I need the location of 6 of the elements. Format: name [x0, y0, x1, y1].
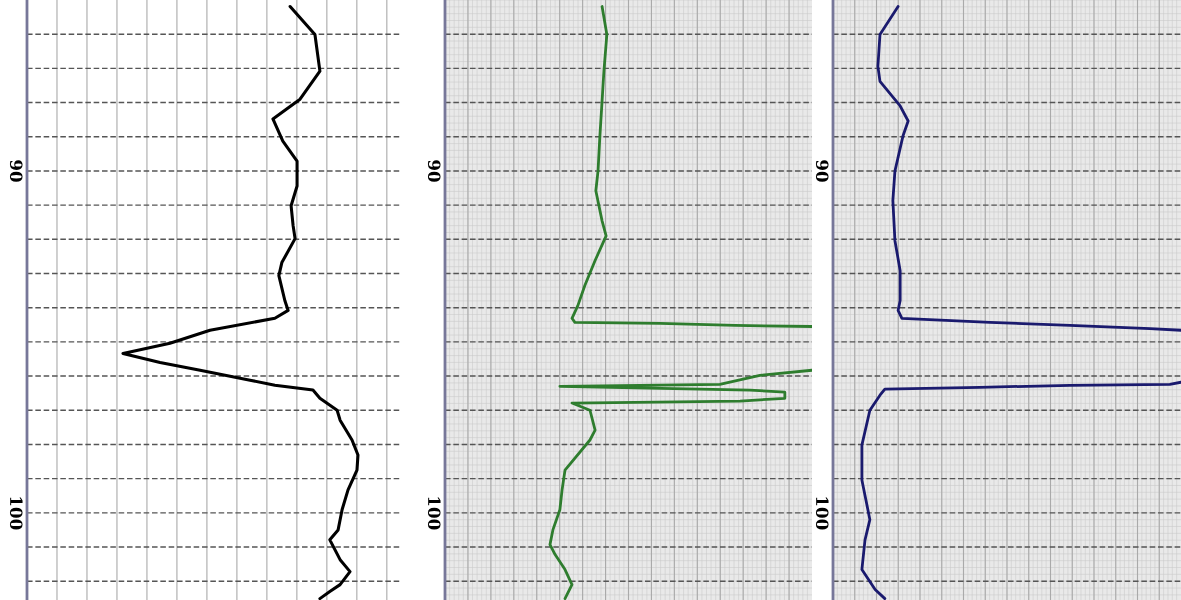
y-tick-label: 100: [815, 497, 829, 530]
y-tick-label: 90: [9, 160, 23, 182]
y-tick-label: 90: [815, 160, 829, 182]
y-tick-label: 100: [9, 497, 23, 530]
y-tick-label: 90: [427, 160, 441, 182]
y-tick-label: 100: [427, 497, 441, 530]
